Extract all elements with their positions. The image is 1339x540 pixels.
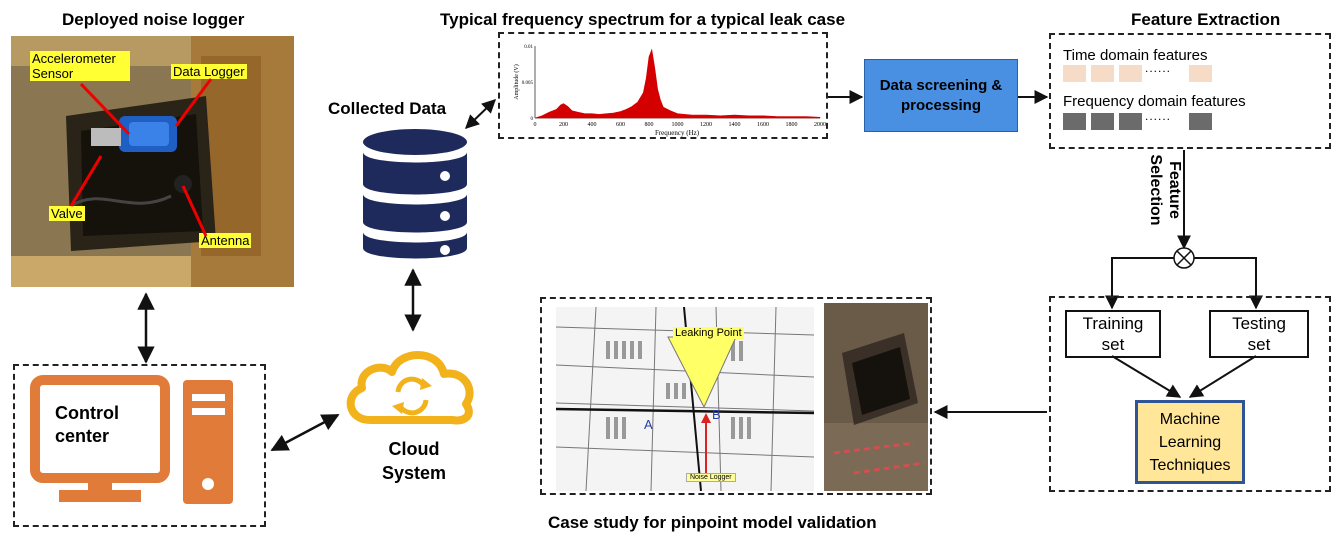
- features-box: Time domain features ...... Frequency do…: [1049, 33, 1331, 149]
- x-tick-label: 400: [588, 122, 597, 128]
- logger-photo: Accelerometer Sensor Data Logger Valve A…: [11, 36, 294, 287]
- y-tick-label: 0.005: [522, 81, 534, 86]
- x-tick-label: 2000: [814, 122, 826, 128]
- arrow-training-ml: [1111, 355, 1182, 398]
- frequency-feature-row: ......: [1063, 109, 1263, 131]
- computer-icon: [30, 375, 233, 504]
- cloud-system-label: Cloud System: [381, 439, 447, 483]
- time-feature-row: ......: [1063, 61, 1263, 83]
- training-set-label: Training set: [1082, 314, 1144, 354]
- ml-techniques-label: Machine Learning Techniques: [1149, 410, 1231, 474]
- freq-feature-cell: [1119, 113, 1142, 130]
- x-tick-label: 1800: [786, 122, 798, 128]
- feature-selection-label: Feature Selection: [1147, 154, 1183, 226]
- spectrum-box: Amplitude (V) Frequency (Hz) 0 200 400 600 8…: [498, 32, 828, 139]
- map-point-a: A: [644, 417, 653, 432]
- arrow-data-spectrum: [464, 99, 497, 129]
- time-feature-cell: [1189, 65, 1212, 82]
- y-tick-label: 0.01: [524, 45, 533, 50]
- x-tick-label: 1000: [672, 122, 684, 128]
- arrow-control-cloud: [270, 413, 340, 452]
- ml-techniques-box: Machine Learning Techniques: [1135, 400, 1245, 484]
- data-screening-box: Data screening & processing: [864, 59, 1018, 132]
- logger-title: Deployed noise logger: [62, 10, 245, 29]
- freq-feature-cell: [1091, 113, 1114, 130]
- label-antenna: Antenna: [199, 233, 252, 248]
- y-axis-label: Amplitude (V): [513, 64, 520, 100]
- x-tick-label: 800: [645, 122, 654, 128]
- frequency-domain-label: Frequency domain features: [1063, 93, 1246, 110]
- noise-logger-label: Noise Logger: [686, 473, 736, 482]
- label-accelerometer: Accelerometer Sensor: [30, 51, 130, 81]
- freq-feature-cell: [1189, 113, 1212, 130]
- label-pointers: [69, 78, 213, 237]
- case-study-title: Case study for pinpoint model validation: [548, 513, 877, 532]
- database-icon: [363, 129, 467, 259]
- testing-set-label: Testing set: [1232, 314, 1286, 354]
- x-tick-label: 1600: [757, 122, 769, 128]
- split-line-right: [1194, 257, 1263, 310]
- case-study-box: Leaking Point A B Noise Logger: [540, 297, 932, 495]
- spectrum-title: Typical frequency spectrum for a typical…: [440, 10, 846, 29]
- time-feature-cell: [1119, 65, 1142, 82]
- control-center-box: Control center: [13, 364, 266, 527]
- freq-feature-dots: ......: [1145, 109, 1172, 123]
- arrow-testing-ml: [1188, 355, 1257, 398]
- model-box: Training set Testing set Machine Learnin…: [1049, 296, 1331, 492]
- x-tick-label: 200: [559, 122, 568, 128]
- selection-node-icon: [1173, 247, 1195, 269]
- x-tick-label: 600: [616, 122, 625, 128]
- x-tick-label: 0: [534, 122, 537, 128]
- features-title: Feature Extraction: [1131, 10, 1281, 29]
- label-data-logger: Data Logger: [171, 64, 247, 79]
- freq-feature-cell: [1063, 113, 1086, 130]
- testing-set-box: Testing set: [1209, 310, 1309, 358]
- data-screening-label: Data screening & processing: [879, 76, 1003, 114]
- time-domain-label: Time domain features: [1063, 47, 1208, 64]
- split-line: [1105, 257, 1174, 310]
- leaking-point-label: Leaking Point: [673, 327, 744, 339]
- x-tick-label: 1400: [729, 122, 741, 128]
- time-feature-cell: [1091, 65, 1114, 82]
- y-tick-label: 0: [531, 117, 534, 122]
- x-axis-label: Frequency (Hz): [655, 129, 700, 137]
- x-tick-label: 1200: [700, 122, 712, 128]
- spectrum-chart: Amplitude (V) Frequency (Hz) 0 200 400 600 8…: [513, 45, 826, 137]
- cloud-icon: [346, 351, 474, 425]
- time-feature-cell: [1063, 65, 1086, 82]
- map-point-b: B: [712, 407, 721, 422]
- spectrum-series: [534, 48, 821, 119]
- control-center-label: Control center: [55, 403, 119, 446]
- leak-site-photo: [824, 303, 928, 491]
- training-set-box: Training set: [1065, 310, 1161, 358]
- collected-data-label: Collected Data: [328, 99, 447, 118]
- time-feature-dots: ......: [1145, 61, 1172, 75]
- label-valve: Valve: [49, 206, 85, 221]
